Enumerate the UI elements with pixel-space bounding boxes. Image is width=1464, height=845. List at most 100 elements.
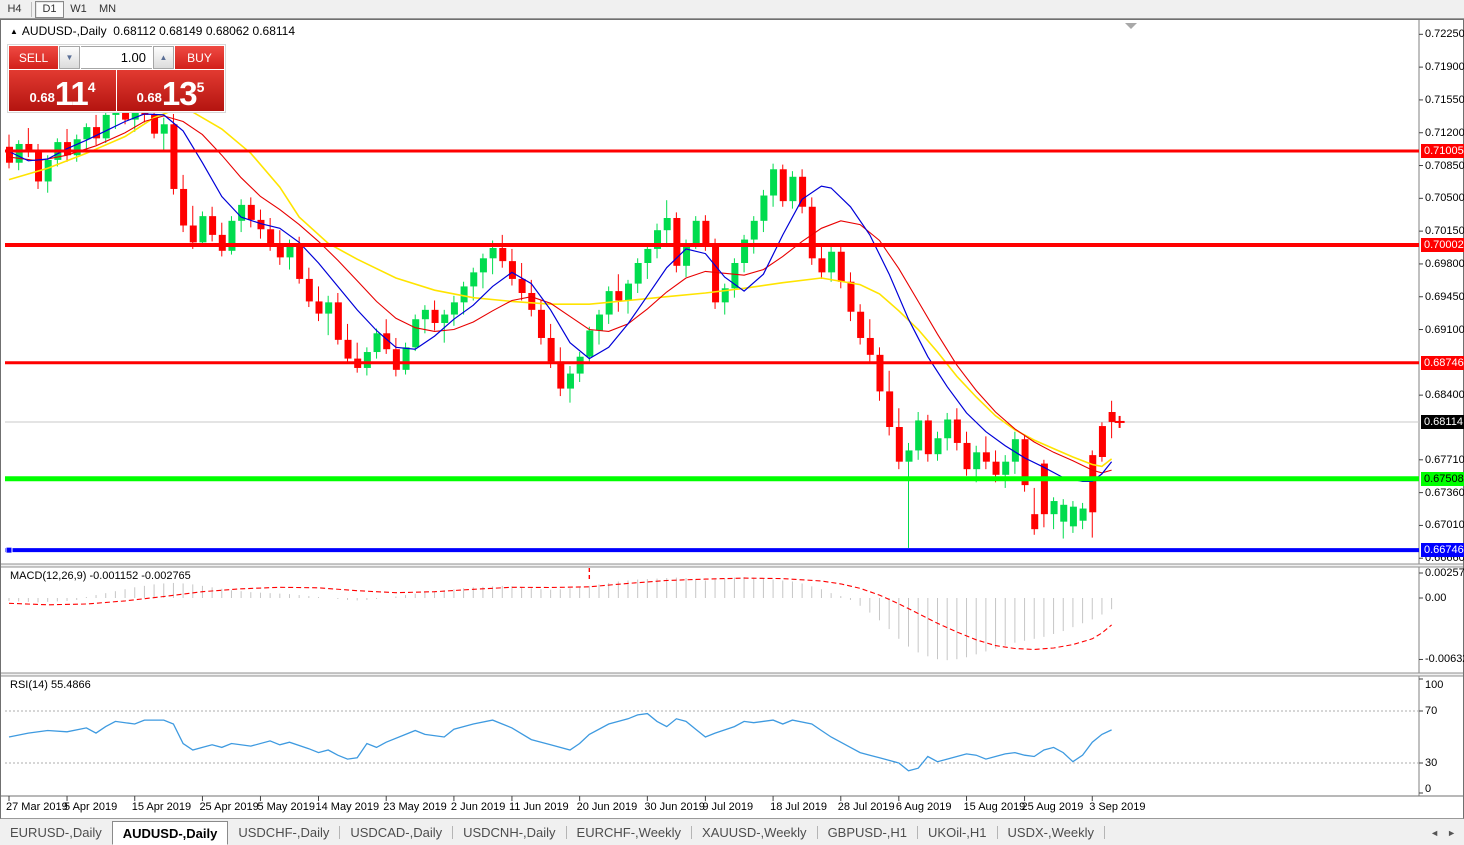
timeframe-button-h4[interactable]: H4	[7, 3, 22, 15]
chart-shift-marker	[1125, 23, 1137, 29]
sell-price-pip: 4	[87, 79, 96, 95]
sell-button[interactable]: SELL	[9, 46, 58, 69]
time-tick-label: 28 Jul 2019	[837, 801, 895, 813]
price-tick-label: 0.69100	[1425, 323, 1464, 336]
price-level-label: 0.70002	[1421, 238, 1464, 252]
rsi-tick-label: 30	[1425, 757, 1438, 769]
timeframe-button-d1[interactable]: D1	[35, 0, 64, 18]
tab-separator	[452, 826, 454, 839]
chart-tab-xauusd[interactable]: XAUUSD-,Weekly	[702, 825, 807, 840]
tab-separator	[996, 826, 998, 839]
price-tick-label: 0.70500	[1425, 192, 1464, 205]
price-tick-label: 0.69800	[1425, 257, 1464, 270]
tab-scroll-left-icon[interactable]: ◄	[1430, 827, 1440, 838]
tab-scroll-arrows: ◄ ►	[1430, 820, 1464, 845]
chart-tab-usdcad[interactable]: USDCAD-,Daily	[350, 825, 443, 840]
pane-separator	[1, 564, 1463, 567]
macd-tick-label: 0.00	[1425, 592, 1447, 604]
ma-fast-blue	[8, 113, 1113, 482]
time-tick-label: 11 Jun 2019	[508, 801, 569, 813]
time-tick-label: 5 May 2019	[257, 801, 315, 813]
time-tick-label: 2 Jun 2019	[450, 801, 506, 813]
sell-price-prefix: 0.68	[29, 90, 55, 105]
time-tick-label: 15 Aug 2019	[963, 801, 1026, 813]
price-tick-label: 0.70150	[1425, 225, 1464, 238]
price-tick-label: 0.69450	[1425, 290, 1464, 303]
price-tick-label: 0.71550	[1425, 93, 1464, 106]
macd-tick-label: -0.006326	[1425, 653, 1464, 666]
volume-down-button[interactable]: ▼	[59, 46, 80, 69]
chart-tab-audusd[interactable]: AUDUSD-,Daily	[111, 821, 229, 845]
timeframe-button-w1[interactable]: W1	[70, 3, 87, 15]
timeframe-button-mn[interactable]: MN	[98, 3, 117, 15]
chart-tab-ukoil[interactable]: UKOil-,H1	[928, 825, 987, 840]
time-tick-label: 20 Jun 2019	[576, 801, 638, 813]
macd-tick-label: 0.002574	[1425, 566, 1464, 579]
rsi-line	[8, 712, 1112, 772]
price-pane	[5, 95, 1419, 554]
price-tick-label: 0.68400	[1425, 389, 1464, 402]
candles-layer	[6, 95, 1116, 548]
tab-separator	[816, 826, 818, 839]
buy-quote[interactable]: 0.68 13 5	[117, 70, 224, 111]
price-level-label: 0.71005	[1421, 144, 1464, 158]
chart-title: ▲ AUDUSD-,Daily 0.68112 0.68149 0.68062 0…	[10, 24, 295, 38]
collapse-icon[interactable]: ▲	[10, 27, 18, 36]
volume-up-button[interactable]: ▲	[153, 46, 174, 69]
chart-window: ▲ AUDUSD-,Daily 0.68112 0.68149 0.68062 0…	[0, 19, 1464, 819]
rsi-tick-label: 0	[1425, 783, 1432, 795]
buy-price-prefix: 0.68	[136, 90, 162, 105]
chart-ohlc: 0.68112 0.68149 0.68062 0.68114	[113, 24, 296, 38]
time-tick-label: 25 Apr 2019	[199, 801, 259, 813]
price-level-label: 0.67508	[1421, 471, 1464, 486]
price-tick-label: 0.67360	[1425, 486, 1464, 499]
time-tick-label: 18 Jul 2019	[770, 801, 827, 813]
tab-separator	[565, 826, 567, 839]
sell-quote[interactable]: 0.68 11 4	[9, 70, 116, 111]
buy-price-pip: 5	[196, 79, 205, 95]
chart-tab-eurchf[interactable]: EURCHF-,Weekly	[576, 825, 682, 840]
time-tick-label: 25 Aug 2019	[1021, 801, 1084, 813]
rsi-pane	[5, 710, 1419, 772]
rsi-label: RSI(14) 55.4866	[10, 679, 91, 691]
tab-separator	[339, 826, 341, 839]
buy-button[interactable]: BUY	[175, 46, 224, 69]
price-tick-label: 0.67710	[1425, 453, 1464, 466]
timeframe-toolbar: H4 D1 W1 MN	[0, 0, 1464, 19]
price-tick-label: 0.67010	[1425, 519, 1464, 532]
volume-input[interactable]	[81, 46, 152, 69]
time-tick-label: 23 May 2019	[383, 801, 447, 813]
time-tick-label: 30 Jun 2019	[644, 801, 705, 813]
chart-tab-usdcnh[interactable]: USDCNH-,Daily	[463, 825, 556, 840]
price-level-label: 0.66746	[1421, 543, 1464, 558]
rsi-tick-label: 70	[1425, 705, 1438, 717]
price-tick-label: 0.71900	[1425, 61, 1464, 74]
price-tick-label: 0.71200	[1425, 126, 1464, 139]
ma-mid-red	[8, 115, 1112, 474]
time-tick-label: 5 Apr 2019	[64, 801, 118, 813]
chart-tab-usdx[interactable]: USDX-,Weekly	[1007, 825, 1094, 840]
chart-tab-eurusd[interactable]: EURUSD-,Daily	[10, 825, 102, 840]
chevron-up-icon: ▲	[159, 53, 168, 62]
chart-tab-usdchf[interactable]: USDCHF-,Daily	[238, 825, 330, 840]
chart-canvas	[1, 20, 1463, 818]
time-tick-label: 6 Aug 2019	[895, 801, 952, 813]
macd-signal-line	[8, 577, 1112, 651]
buy-price-big: 13	[161, 74, 198, 112]
tab-scroll-right-icon[interactable]: ►	[1447, 827, 1456, 838]
rsi-tick-label: 100	[1425, 679, 1444, 691]
tab-separator	[1104, 826, 1105, 839]
time-tick-label: 9 Jul 2019	[702, 801, 754, 813]
pane-separator	[1, 673, 1463, 676]
chart-symbol: AUDUSD-,Daily	[21, 24, 107, 38]
price-level-label: 0.68746	[1421, 355, 1464, 370]
hline-handle	[5, 546, 13, 554]
macd-label: MACD(12,26,9) -0.001152 -0.002765	[10, 570, 191, 582]
chevron-down-icon: ▼	[65, 53, 74, 62]
time-tick-label: 3 Sep 2019	[1089, 801, 1146, 813]
time-tick-label: 15 Apr 2019	[131, 801, 192, 813]
ma-slow-yellow	[8, 109, 1113, 468]
chart-tab-gbpusd[interactable]: GBPUSD-,H1	[827, 825, 908, 840]
